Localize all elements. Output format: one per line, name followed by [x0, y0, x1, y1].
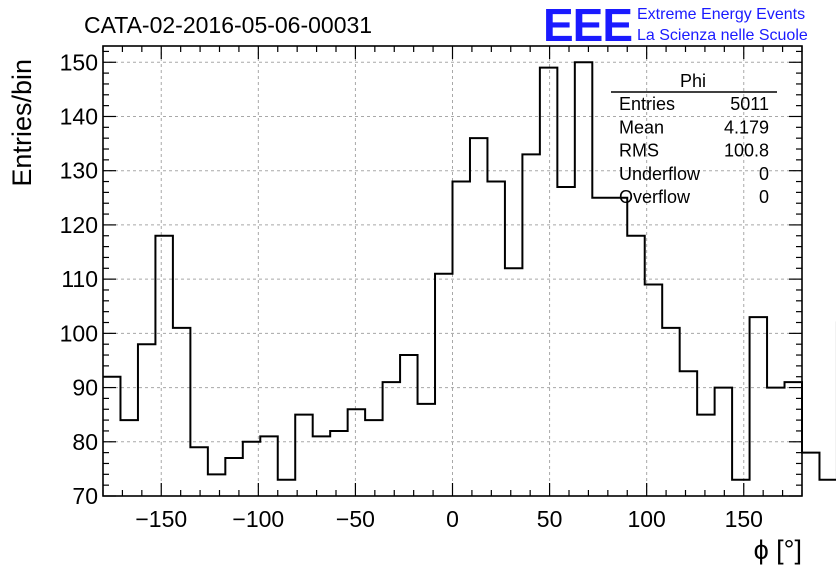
histogram-bar [190, 447, 207, 496]
eee-logo-line2: La Scienza nelle Scuole [637, 27, 808, 44]
stats-value: 0 [759, 187, 769, 207]
histogram-bar [383, 382, 400, 496]
axis-ticks [102, 46, 803, 497]
stats-rows: Entries 5011 Mean 4.179 RMS 100.8 Underflow 0 Ov… [619, 94, 769, 207]
histogram-bar [540, 68, 557, 496]
stats-box: Phi Entries 5011 Mean 4.179 RMS 100.8 Underflo… [611, 71, 777, 207]
stats-label: Overflow [619, 187, 691, 207]
histogram-bar [348, 409, 365, 496]
y-tick-labels: 70 80 90 100 110 120 130 140 150 [60, 49, 98, 509]
stats-value: 0 [759, 164, 769, 184]
eee-logo-line1: Extreme Energy Events [637, 6, 805, 23]
stats-label: RMS [619, 141, 659, 161]
histogram-bar [278, 480, 295, 496]
y-tick-label: 120 [60, 212, 98, 238]
histogram-bar [313, 436, 330, 496]
histogram-bar [645, 285, 662, 496]
x-tick-label: 0 [446, 506, 459, 532]
histogram-bar [155, 236, 172, 496]
histogram-bar [592, 198, 609, 496]
histogram-bar [173, 328, 190, 496]
stats-value: 4.179 [724, 117, 769, 137]
y-tick-label: 150 [60, 49, 98, 75]
x-tick-label: 100 [627, 506, 665, 532]
histogram-bar [819, 480, 836, 496]
stats-label: Underflow [619, 164, 701, 184]
x-tick-label: −100 [232, 506, 284, 532]
eee-logo: EEE Extreme Energy Events La Scienza nel… [543, 0, 808, 51]
x-tick-label: 50 [537, 506, 563, 532]
histogram-bar [208, 474, 225, 496]
histogram-bar [418, 404, 435, 496]
histogram-bar [103, 377, 120, 496]
y-tick-label: 70 [72, 483, 98, 509]
histogram-bar [662, 328, 679, 496]
plot-frame [102, 45, 803, 497]
x-tick-labels: −150 −100 −50 0 50 100 150 [135, 506, 763, 532]
y-tick-label: 80 [72, 429, 98, 455]
histogram-bar [557, 187, 574, 496]
y-tick-label: 90 [72, 375, 98, 401]
histogram-bar [610, 198, 627, 496]
histogram-bar [627, 236, 644, 496]
stats-value: 5011 [730, 94, 769, 114]
histogram-bar [243, 442, 260, 496]
histogram-bar [225, 458, 242, 496]
y-tick-label: 110 [61, 266, 98, 292]
y-tick-label: 140 [60, 103, 98, 129]
histogram-bar [522, 154, 539, 496]
x-tick-label: 150 [725, 506, 763, 532]
chart-title: CATA-02-2016-05-06-00031 [84, 12, 372, 38]
histogram-bar [697, 415, 714, 496]
histogram-bar [487, 182, 504, 496]
histogram-bar [365, 420, 382, 496]
histogram-bar [785, 382, 802, 496]
stats-label: Mean [619, 117, 664, 137]
histogram-bar [400, 355, 417, 496]
histogram-bar [732, 480, 749, 496]
x-axis-label: ϕ [°] [754, 535, 802, 565]
histogram-bar [453, 182, 470, 496]
histogram-bar [138, 344, 155, 496]
histogram-bar [120, 420, 137, 496]
x-tick-label: −150 [135, 506, 187, 532]
y-axis-label: Entries/bin [7, 59, 37, 187]
y-tick-label: 130 [60, 158, 98, 184]
histogram-bar [260, 436, 277, 496]
histogram-bar [505, 268, 522, 496]
histogram-bar [295, 415, 312, 496]
histogram-outline [103, 61, 836, 481]
histogram-bar [680, 371, 697, 496]
histogram-bar [802, 453, 819, 496]
y-tick-label: 100 [60, 320, 98, 346]
stats-label: Entries [619, 94, 675, 114]
eee-logo-mark: EEE [543, 0, 632, 51]
histogram-bar [435, 274, 452, 496]
histogram-bar [750, 317, 767, 496]
histogram-bar [470, 138, 487, 496]
histogram-bar [330, 431, 347, 496]
stats-value: 100.8 [724, 141, 769, 161]
stats-title: Phi [680, 71, 706, 91]
x-tick-label: −50 [336, 506, 375, 532]
